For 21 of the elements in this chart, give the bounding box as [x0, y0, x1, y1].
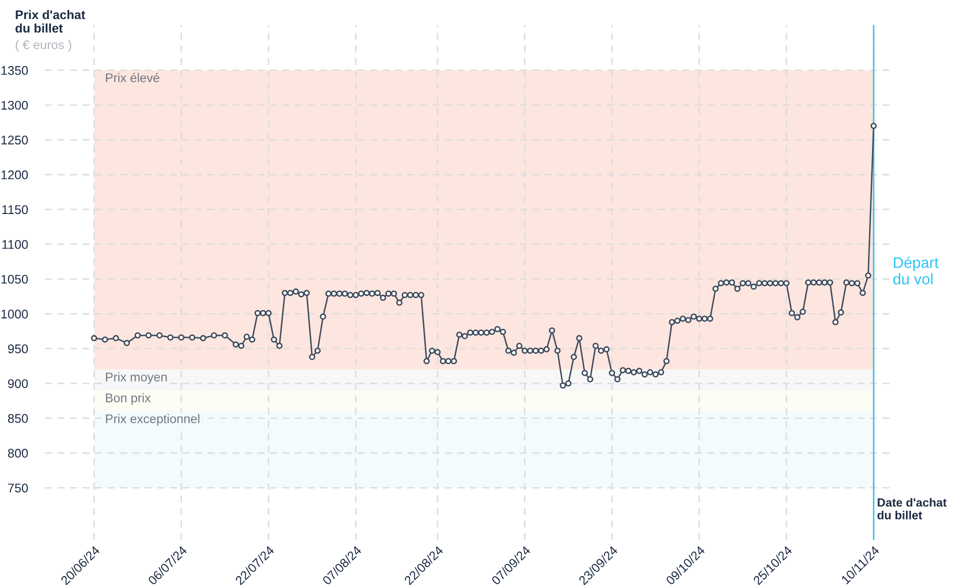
y-tick-label: 1000	[1, 310, 28, 318]
y-tick-label: 1150	[2, 205, 28, 214]
y-tick-label: 1300	[1, 100, 28, 110]
y-tick-label: 800	[8, 448, 28, 458]
y-tick-label: 900	[8, 379, 28, 388]
band-label: Bon prix	[106, 393, 151, 405]
text: ( € euros )	[16, 40, 72, 52]
x-axis-title: Date d'achat du billet	[877, 498, 947, 520]
y-tick-label: 1200	[1, 170, 28, 180]
ref-line-label: Départ du vol	[893, 256, 938, 284]
y-tick-label: 1350	[1, 66, 28, 75]
y-tick-label: 1100	[2, 240, 28, 249]
y-axis-title: Prix d'achat du billet	[16, 10, 86, 33]
band-label: Prix élevé	[106, 72, 160, 82]
y-tick-label: 750	[8, 484, 28, 492]
y-tick-label: 1250	[1, 136, 28, 144]
y-tick-label: 1050	[1, 274, 28, 284]
y-tick-label: 950	[8, 344, 28, 354]
y-tick-label: 850	[8, 414, 28, 423]
band-label: Prix moyen	[106, 372, 167, 384]
band-label: Prix exceptionnel	[106, 414, 200, 426]
